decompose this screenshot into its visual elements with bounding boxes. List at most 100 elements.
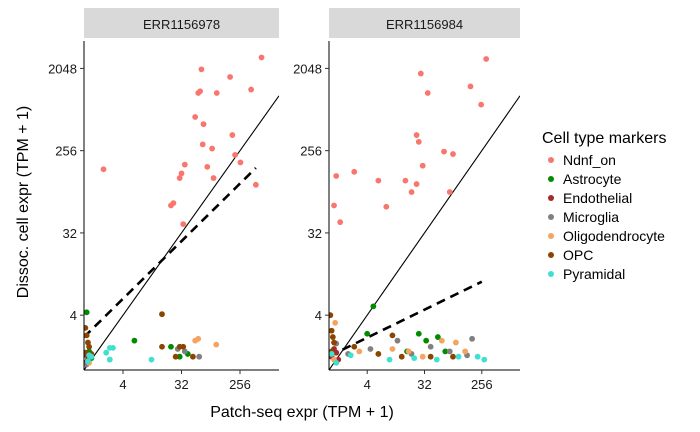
point-Ndnf_on xyxy=(413,181,420,187)
point-Ndnf_on xyxy=(199,141,206,148)
point-Pyramidal xyxy=(386,356,393,363)
point-Oligodendrocyte xyxy=(332,319,339,326)
fit-line-dashed xyxy=(329,280,483,358)
point-Ndnf_on xyxy=(170,200,177,207)
point-Ndnf_on xyxy=(331,202,337,209)
point-Pyramidal xyxy=(333,359,340,366)
point-OPC xyxy=(180,343,187,350)
x-tick-label: 4 xyxy=(119,377,126,392)
point-Ndnf_on xyxy=(483,56,490,62)
point-OPC xyxy=(375,351,382,357)
point-Ndnf_on xyxy=(446,189,453,195)
point-Ndnf_on xyxy=(333,173,340,179)
point-Ndnf_on xyxy=(100,166,107,173)
point-Microglia xyxy=(196,353,203,360)
x-tick-label: 256 xyxy=(471,377,493,392)
point-Ndnf_on xyxy=(402,177,409,184)
point-Pyramidal xyxy=(455,353,462,360)
point-Pyramidal xyxy=(481,356,488,363)
y-tick-label: 2048 xyxy=(293,61,322,76)
facet-panels: ERR1156978 4 32 256 2048 4 32 256 ERR1156984 4 32 2… xyxy=(48,8,520,392)
point-Pyramidal xyxy=(433,356,440,363)
point-Ndnf_on xyxy=(408,189,415,195)
x-tick-label: 256 xyxy=(229,377,251,392)
point-Astrocyte xyxy=(434,334,441,340)
point-Ndnf_on xyxy=(180,221,187,227)
point-OPC xyxy=(427,353,434,360)
point-Ndnf_on xyxy=(213,90,220,96)
point-OPC xyxy=(86,343,93,350)
point-OPC xyxy=(84,324,89,331)
point-OPC xyxy=(329,312,334,319)
y-tick-label: 32 xyxy=(63,226,77,241)
point-Ndnf_on xyxy=(227,74,233,80)
point-Ndnf_on xyxy=(176,175,183,181)
legend-key xyxy=(548,252,554,258)
point-Oligodendrocyte xyxy=(405,348,412,355)
point-Ndnf_on xyxy=(478,101,485,108)
point-Microglia xyxy=(427,343,434,350)
point-Ndnf_on xyxy=(258,54,265,61)
y-tick-label: 4 xyxy=(315,308,322,323)
point-Oligodendrocyte xyxy=(419,353,426,360)
x-tick-label: 4 xyxy=(364,377,371,392)
point-Ndnf_on xyxy=(200,121,207,128)
legend-key xyxy=(548,271,554,277)
plot-area xyxy=(84,54,279,370)
legend-item-Pyramidal: Pyramidal xyxy=(548,266,625,282)
point-Ndnf_on xyxy=(337,219,344,226)
y-axis-title: Dissoc. cell expr (TPM + 1) xyxy=(15,106,32,298)
point-OPC xyxy=(331,339,337,346)
facet-strip xyxy=(329,8,520,38)
point-Pyramidal xyxy=(411,355,418,362)
point-Oligodendrocyte xyxy=(452,339,459,346)
y-tick-label: 4 xyxy=(70,308,77,323)
point-Pyramidal xyxy=(148,356,155,363)
point-Oligodendrocyte xyxy=(438,337,445,344)
legend-item-Microglia: Microglia xyxy=(548,209,619,225)
point-OPC xyxy=(159,343,165,350)
point-OPC xyxy=(389,332,396,339)
x-axis-title: Patch-seq expr (TPM + 1) xyxy=(210,404,394,421)
legend-label: Endothelial xyxy=(563,190,632,206)
point-Ndnf_on xyxy=(424,90,431,96)
fit-line-dashed xyxy=(84,167,257,339)
legend-key xyxy=(548,176,554,182)
point-Endothelial xyxy=(333,349,340,356)
point-Astrocyte xyxy=(423,337,430,344)
point-OPC xyxy=(329,334,336,340)
y-tick-label: 32 xyxy=(308,226,322,241)
point-Microglia xyxy=(181,348,188,355)
point-Astrocyte xyxy=(168,343,174,350)
point-Ndnf_on xyxy=(252,181,259,188)
legend-label: Astrocyte xyxy=(563,171,622,187)
y-tick-label: 256 xyxy=(55,144,77,159)
point-Microglia xyxy=(394,337,401,344)
point-Ndnf_on xyxy=(204,163,211,170)
point-Ndnf_on xyxy=(383,203,390,210)
legend-item-Endothelial: Endothelial xyxy=(548,190,632,206)
point-Ndnf_on xyxy=(413,132,420,138)
x-tick-label: 32 xyxy=(417,377,431,392)
point-Oligodendrocyte xyxy=(389,346,396,352)
point-Ndnf_on xyxy=(375,177,382,184)
identity-line xyxy=(84,95,279,370)
facet-strip-label: ERR1156984 xyxy=(386,17,463,32)
point-Pyramidal xyxy=(474,353,481,360)
point-Oligodendrocyte xyxy=(356,348,363,355)
point-Astrocyte xyxy=(370,303,377,310)
point-Pyramidal xyxy=(88,353,95,360)
point-Microglia xyxy=(367,346,374,352)
y-tick-label: 256 xyxy=(300,144,322,159)
point-Pyramidal xyxy=(106,356,113,363)
point-Pyramidal xyxy=(103,349,110,356)
identity-line xyxy=(329,95,520,370)
point-Ndnf_on xyxy=(209,145,216,152)
legend-label: Microglia xyxy=(563,209,619,225)
point-OPC xyxy=(190,353,196,360)
panel-ERR1156984: ERR1156984 4 32 256 2048 4 32 256 xyxy=(293,8,520,392)
y-tick-label: 2048 xyxy=(48,61,77,76)
point-Ndnf_on xyxy=(192,114,199,120)
x-tick-label: 32 xyxy=(174,377,188,392)
point-Astrocyte xyxy=(364,330,371,337)
